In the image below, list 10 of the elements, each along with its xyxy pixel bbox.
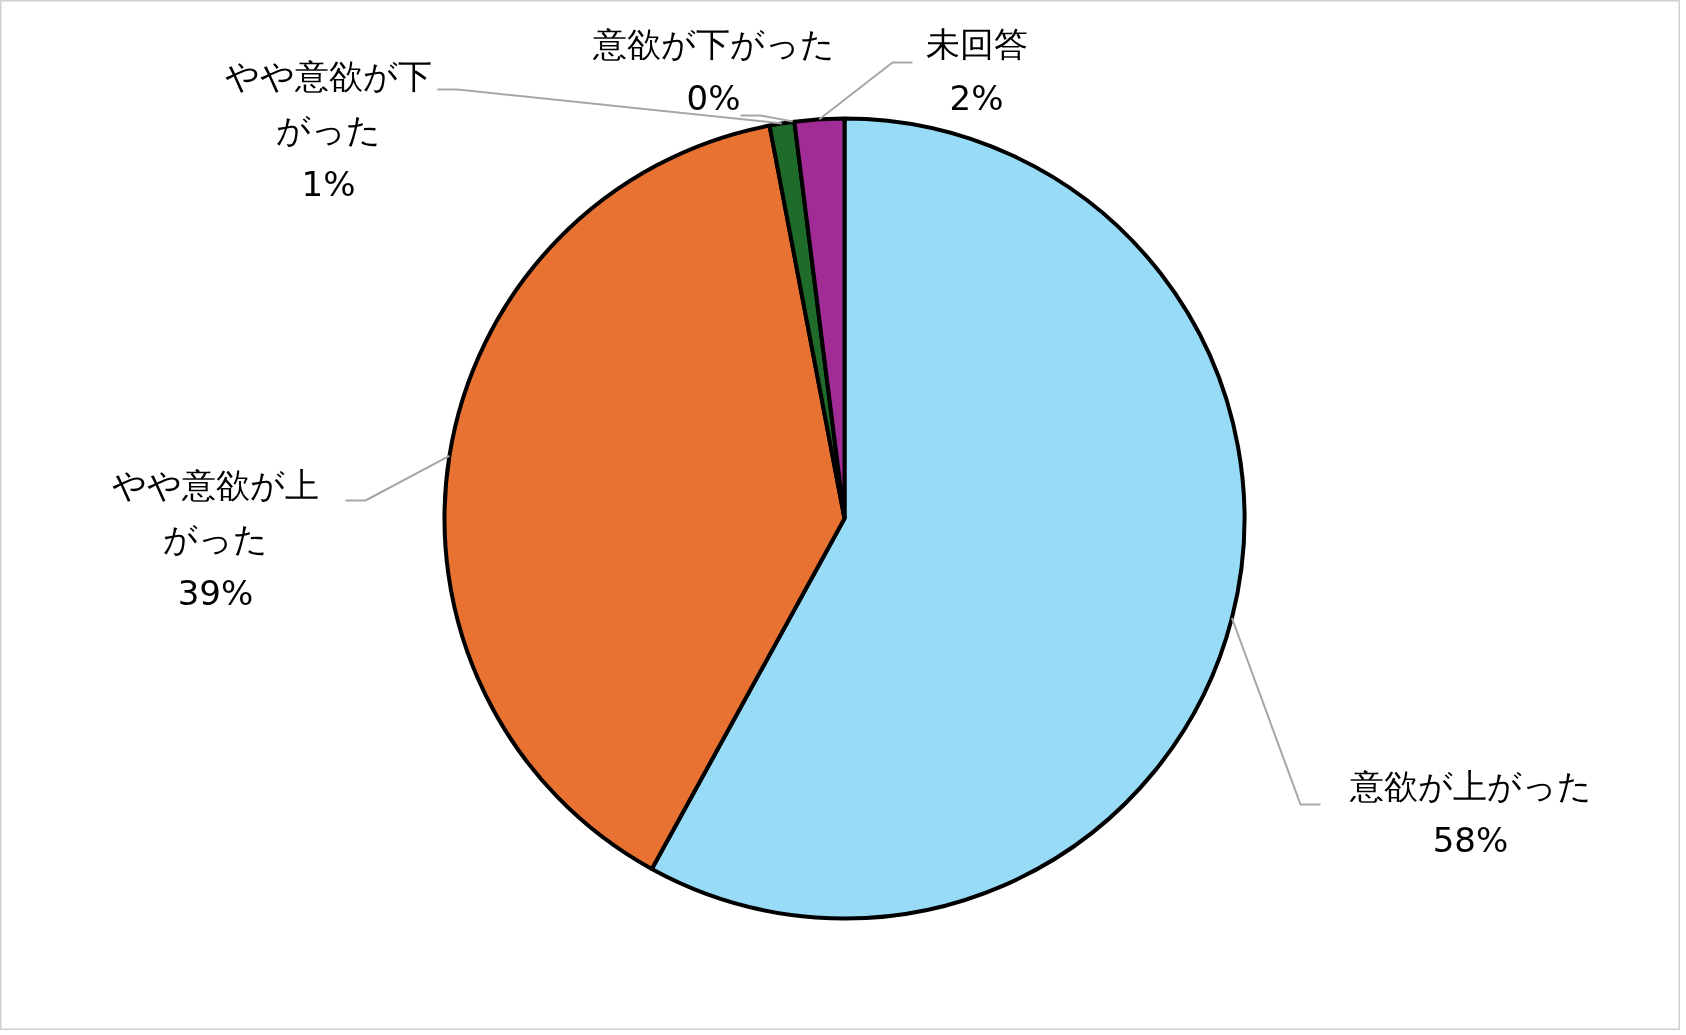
slice-label: 未回答: [925, 23, 1028, 64]
data-label: 58%: [1432, 819, 1509, 860]
data-label: 39%: [177, 572, 254, 613]
category-label: 意欲が下がった: [592, 23, 835, 64]
text: 0%: [686, 77, 741, 118]
slice-label: やや意欲が下がった: [225, 55, 432, 150]
data-label: 2%: [949, 77, 1004, 118]
slice-label: 意欲が上がった: [1348, 765, 1592, 806]
slice-label: やや意欲が上がった: [112, 464, 319, 559]
data-label: 1%: [301, 163, 356, 204]
